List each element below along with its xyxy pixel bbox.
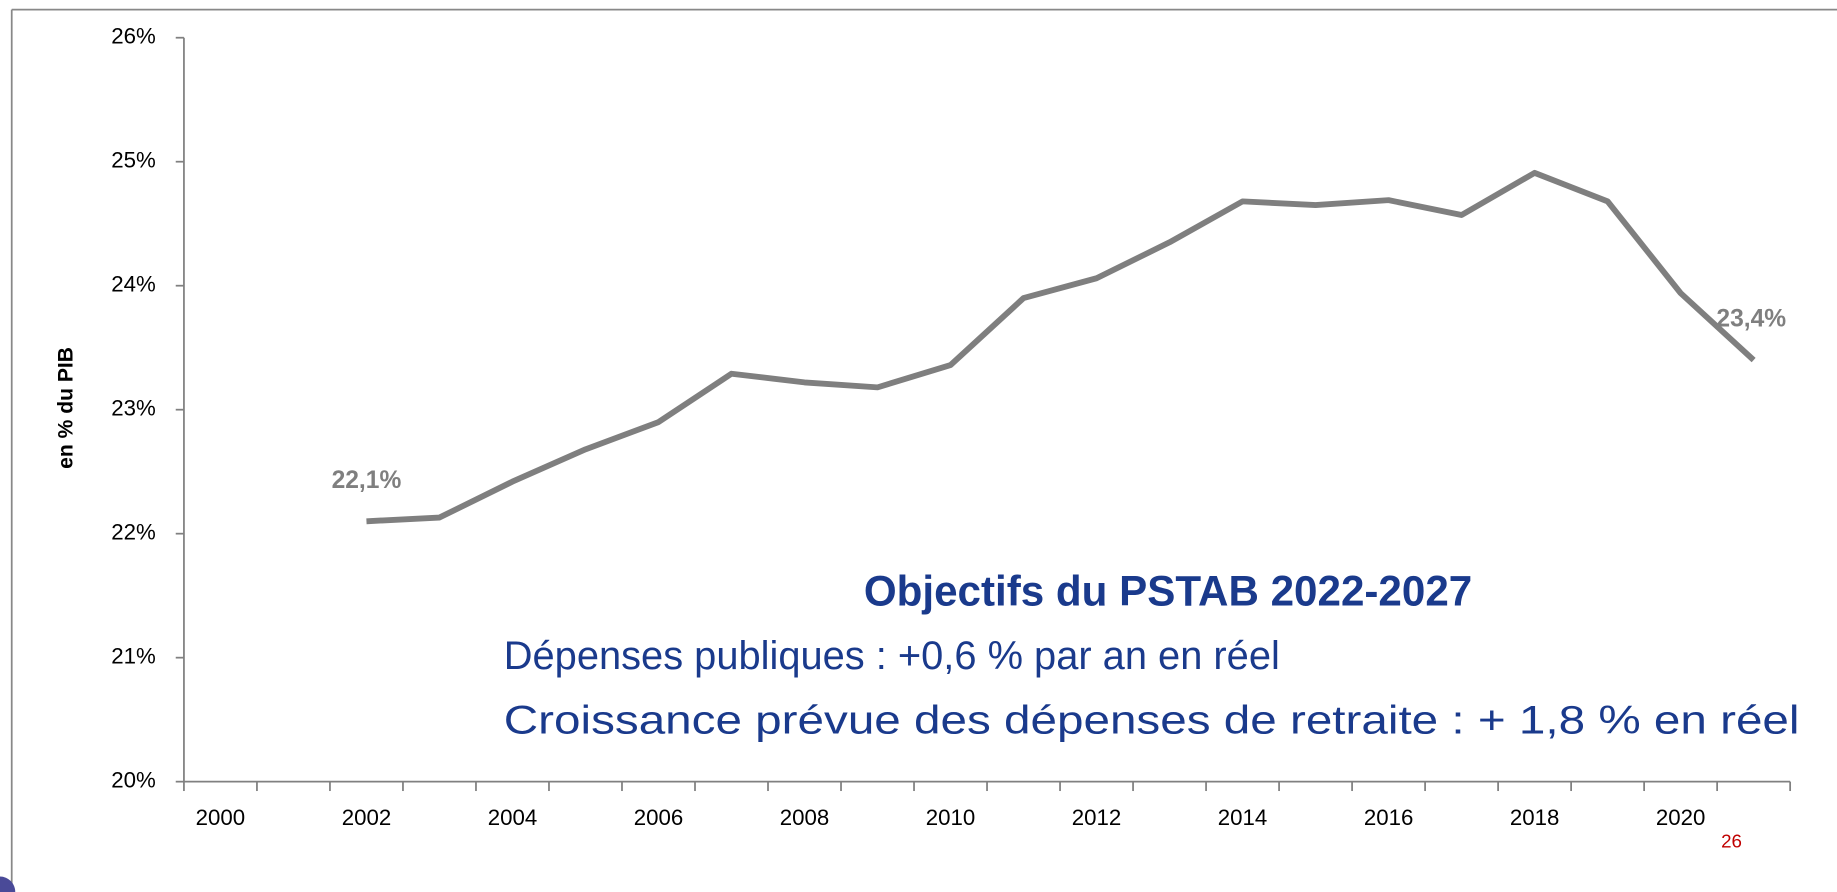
x-tick-label: 2016	[1364, 805, 1414, 830]
x-tick-label: 2020	[1656, 805, 1705, 830]
y-tick-label: 23%	[111, 396, 156, 421]
y-tick-label: 21%	[111, 644, 156, 669]
annotation-line: Dépenses publiques : +0,6 % par an en ré…	[504, 634, 1280, 678]
y-tick-label: 22%	[111, 520, 156, 545]
corner-decoration	[0, 876, 16, 892]
x-tick-label: 2008	[780, 805, 830, 830]
y-tick-label: 25%	[111, 148, 156, 173]
y-tick-label: 26%	[111, 24, 156, 49]
y-axis-label: en % du PIB	[54, 347, 77, 469]
annotation-title: Objectifs du PSTAB 2022-2027	[864, 567, 1472, 614]
x-tick-label: 2014	[1218, 805, 1268, 830]
annotation-line: Croissance prévue des dépenses de retrai…	[504, 699, 1800, 743]
x-tick-label: 2012	[1072, 805, 1122, 830]
x-tick-label: 2018	[1510, 805, 1560, 830]
y-tick-label: 24%	[111, 272, 156, 297]
x-tick-label: 2010	[926, 805, 976, 830]
page-number: 26	[1721, 831, 1742, 852]
data-line	[366, 169, 1756, 525]
x-tick-label: 2004	[488, 805, 538, 830]
data-label: 23,4%	[1716, 306, 1786, 333]
x-tick-label: 2006	[634, 805, 683, 830]
x-tick-label: 2000	[196, 805, 246, 830]
x-tick-label: 2002	[342, 805, 392, 830]
data-label: 22,1%	[332, 467, 402, 494]
y-tick-label: 20%	[111, 768, 156, 793]
